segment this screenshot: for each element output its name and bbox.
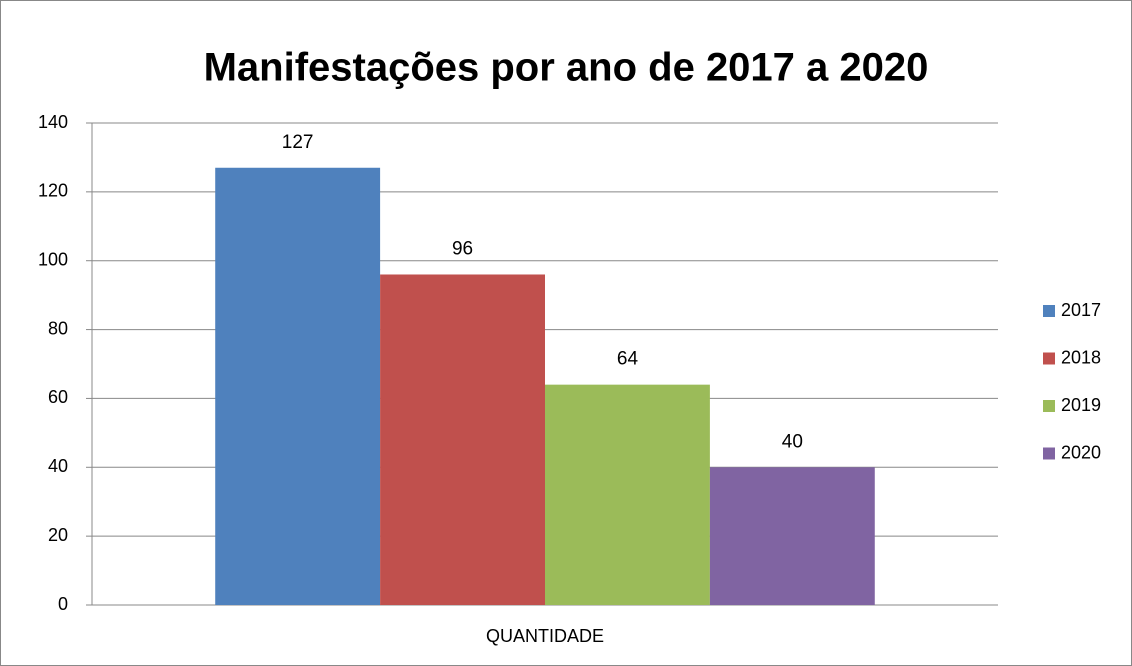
data-label: 40 <box>782 431 803 452</box>
y-tick-label: 60 <box>48 387 68 407</box>
legend-swatch <box>1043 447 1055 460</box>
bar <box>545 384 710 605</box>
data-label: 64 <box>617 349 639 370</box>
y-tick-label: 0 <box>58 594 68 614</box>
bar <box>215 167 381 605</box>
legend-label: 2019 <box>1061 395 1101 415</box>
bar <box>380 274 545 605</box>
y-tick-label: 120 <box>38 181 68 201</box>
legend-swatch <box>1043 400 1055 412</box>
y-tick-label: 80 <box>48 318 68 338</box>
legend-label: 2017 <box>1061 300 1101 320</box>
x-tick-label: QUANTIDADE <box>486 626 604 646</box>
legend-label: 2020 <box>1061 442 1101 462</box>
y-tick-label: 100 <box>38 249 68 269</box>
legend-swatch <box>1043 305 1055 317</box>
y-tick-label: 40 <box>48 456 68 476</box>
y-tick-label: 140 <box>38 112 68 132</box>
bar <box>709 467 875 605</box>
y-tick-label: 20 <box>48 525 68 545</box>
legend-swatch <box>1043 352 1055 365</box>
data-label: 96 <box>452 239 473 260</box>
chart-title: Manifestações por ano de 2017 a 2020 <box>204 46 929 90</box>
legend-label: 2018 <box>1061 347 1101 367</box>
data-label: 127 <box>282 132 314 153</box>
